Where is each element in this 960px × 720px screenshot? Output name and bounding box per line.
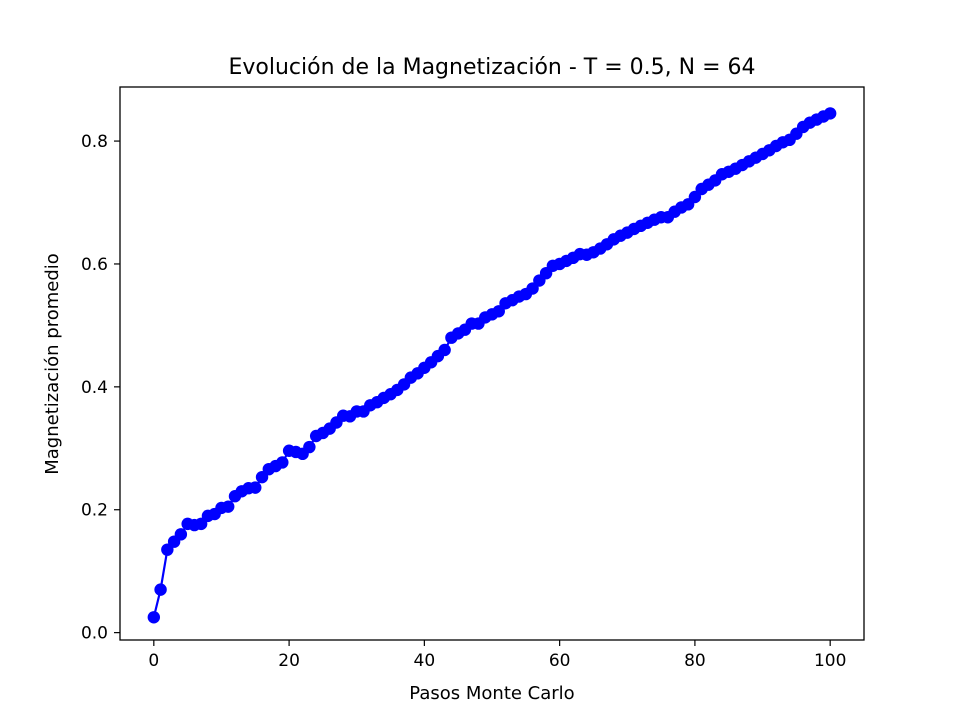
data-point xyxy=(303,440,316,454)
data-point xyxy=(174,528,188,541)
chart-title: Evolución de la Magnetización - T = 0.5,… xyxy=(228,55,755,80)
data-point xyxy=(276,456,289,469)
data-point xyxy=(147,611,161,624)
data-point xyxy=(154,583,167,596)
x-tick-label: 80 xyxy=(684,651,706,671)
y-tick-label: 0.4 xyxy=(81,378,108,398)
plot-frame xyxy=(119,86,865,641)
plot-area xyxy=(120,87,864,640)
data-point xyxy=(249,481,262,494)
y-tick-label: 0.2 xyxy=(81,501,108,521)
x-tick-label: 60 xyxy=(549,651,571,671)
x-axis-ticks: 0 20 40 60 80 100 xyxy=(148,640,846,671)
x-tick-label: 100 xyxy=(814,651,846,671)
x-tick-label: 0 xyxy=(148,651,159,671)
series-layer xyxy=(147,107,837,624)
data-point xyxy=(438,343,451,357)
data-point xyxy=(823,107,837,120)
data-point xyxy=(222,500,235,513)
x-tick-label: 20 xyxy=(278,651,300,671)
y-tick-label: 0.8 xyxy=(81,132,108,152)
y-axis-ticks: 0.0 0.2 0.4 0.6 0.8 xyxy=(81,132,120,644)
y-axis-label: Magnetización promedio xyxy=(42,253,63,475)
y-tick-label: 0.6 xyxy=(81,255,108,275)
x-axis-label: Pasos Monte Carlo xyxy=(409,683,574,704)
x-tick-label: 40 xyxy=(414,651,436,671)
y-tick-label: 0.0 xyxy=(81,624,108,644)
